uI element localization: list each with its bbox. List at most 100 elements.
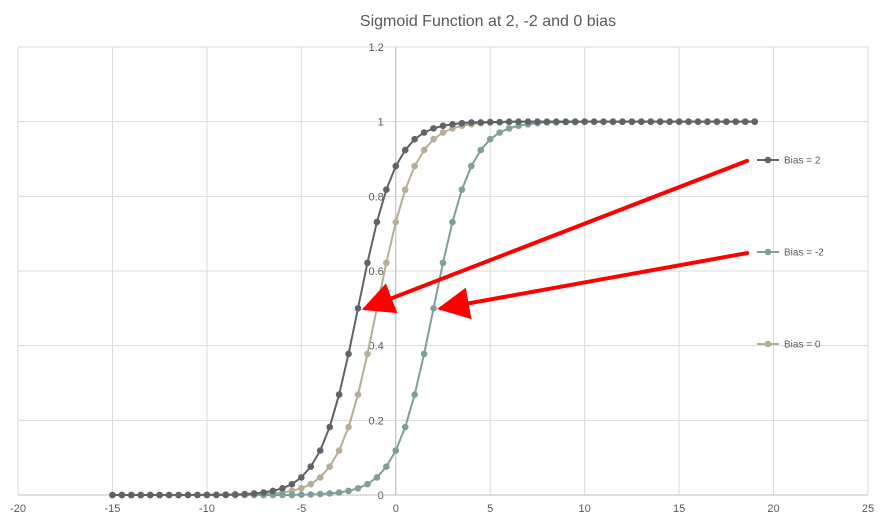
data-point xyxy=(345,423,352,431)
y-tick-label: 0.8 xyxy=(368,191,383,203)
chart-title: Sigmoid Function at 2, -2 and 0 bias xyxy=(360,13,616,30)
data-point xyxy=(288,480,296,488)
x-tick-label: -5 xyxy=(296,503,306,515)
data-point xyxy=(184,491,192,499)
legend-label: Bias = -2 xyxy=(784,248,824,259)
y-tick-label: 0.4 xyxy=(368,341,383,353)
data-point xyxy=(335,447,343,454)
data-point xyxy=(401,146,409,154)
data-point xyxy=(732,118,740,125)
data-point xyxy=(411,162,418,170)
data-point xyxy=(449,120,456,128)
data-point xyxy=(590,118,598,125)
data-point xyxy=(562,118,570,125)
data-point xyxy=(477,119,485,126)
legend-swatch-marker xyxy=(764,340,772,348)
data-point xyxy=(326,423,333,431)
data-point xyxy=(430,135,437,143)
data-point xyxy=(439,122,447,130)
grid-layer xyxy=(17,46,869,496)
data-point xyxy=(430,125,437,132)
data-point xyxy=(638,118,645,125)
data-point xyxy=(213,491,220,499)
data-point xyxy=(619,118,626,125)
data-point xyxy=(505,118,513,125)
series-bias-2 xyxy=(109,118,758,499)
data-point xyxy=(269,487,277,495)
data-point xyxy=(335,489,343,496)
data-point xyxy=(647,118,655,125)
data-point xyxy=(704,118,711,125)
data-point xyxy=(316,474,324,481)
data-point xyxy=(146,491,154,499)
data-point xyxy=(222,491,230,498)
data-point xyxy=(694,118,702,125)
data-point xyxy=(675,118,683,125)
data-point xyxy=(486,118,494,126)
data-point xyxy=(194,491,201,499)
data-point xyxy=(364,480,371,488)
data-point xyxy=(713,118,721,125)
data-point xyxy=(345,350,352,358)
data-point xyxy=(553,118,560,125)
data-point xyxy=(279,484,286,492)
data-point xyxy=(430,305,437,312)
data-point xyxy=(345,487,352,495)
data-point xyxy=(354,391,362,398)
data-point xyxy=(307,463,315,470)
data-point xyxy=(439,129,447,136)
legend-item: Bias = 0 xyxy=(757,340,821,351)
legend-item: Bias = -2 xyxy=(757,248,824,259)
y-tick-label: 0.2 xyxy=(368,415,383,427)
data-point xyxy=(392,162,400,170)
data-point xyxy=(241,490,248,498)
data-point xyxy=(420,129,428,136)
y-tick-label: 0 xyxy=(378,490,384,502)
data-point xyxy=(609,118,617,125)
data-point xyxy=(298,474,305,481)
x-tick-label: -15 xyxy=(104,503,120,515)
data-point xyxy=(298,491,305,498)
data-point xyxy=(401,423,409,431)
data-point xyxy=(411,391,418,398)
data-point xyxy=(628,118,636,125)
data-point xyxy=(203,491,211,499)
legend-label: Bias = 2 xyxy=(784,156,821,167)
data-point xyxy=(326,463,333,470)
data-point xyxy=(137,491,145,499)
data-point xyxy=(109,491,116,499)
data-point xyxy=(260,489,267,496)
x-tick-label: 20 xyxy=(767,503,779,515)
data-point xyxy=(505,125,513,132)
data-point xyxy=(486,135,494,143)
data-point xyxy=(128,491,135,499)
data-point xyxy=(477,146,485,154)
data-point xyxy=(534,118,541,125)
annotation-arrow xyxy=(437,251,750,320)
data-point xyxy=(741,118,749,125)
data-point xyxy=(364,350,371,358)
data-point xyxy=(439,259,447,267)
data-point xyxy=(543,118,551,125)
legend-swatch-marker xyxy=(764,156,772,164)
data-point xyxy=(156,491,163,499)
data-point xyxy=(118,491,126,499)
data-point xyxy=(364,259,371,267)
data-point xyxy=(581,118,588,125)
x-tick-label: 5 xyxy=(487,503,493,515)
data-point xyxy=(656,118,664,125)
x-tick-label: 10 xyxy=(579,503,591,515)
y-tick-label: 1 xyxy=(378,117,384,129)
data-point xyxy=(449,218,456,226)
data-point xyxy=(298,484,305,492)
data-point xyxy=(751,118,758,125)
legend-swatch-marker xyxy=(764,248,772,256)
data-point xyxy=(723,118,730,125)
data-point xyxy=(411,135,418,143)
data-point xyxy=(468,162,475,170)
data-point xyxy=(515,118,522,125)
data-point xyxy=(401,186,409,193)
data-point xyxy=(458,119,466,127)
data-point xyxy=(326,490,333,497)
